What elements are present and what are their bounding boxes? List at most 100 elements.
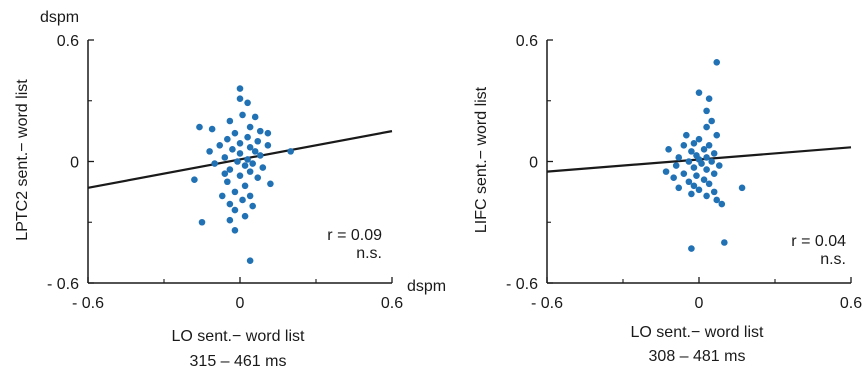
scatter-point xyxy=(259,164,267,171)
scatter-point xyxy=(208,125,216,133)
y-tick-label: - 0.6 xyxy=(47,276,79,293)
scatter-point xyxy=(246,168,254,175)
scatter-point xyxy=(683,131,690,139)
y-tick-label: 0.6 xyxy=(57,33,79,50)
significance-label: n.s. xyxy=(356,245,382,262)
scatter-point xyxy=(251,148,259,155)
scatter-point xyxy=(206,148,213,155)
time-window-subtitle: 308 – 481 ms xyxy=(649,348,746,365)
scatter-point xyxy=(690,164,698,171)
time-window-subtitle: 315 – 461 ms xyxy=(190,353,287,370)
scatter-point xyxy=(675,184,683,192)
scatter-point xyxy=(246,144,254,151)
scatter-point xyxy=(241,182,249,190)
scatter-point xyxy=(224,135,231,143)
y-tick-label: - 0.6 xyxy=(506,276,538,293)
scatter-point xyxy=(680,170,688,177)
scatter-point xyxy=(231,206,239,214)
scatter-point xyxy=(718,200,726,208)
scatter-point xyxy=(710,150,718,157)
y-unit-label: dspm xyxy=(40,9,79,26)
x-tick-label: 0.6 xyxy=(840,295,862,312)
correlation-label: r = 0.09 xyxy=(327,227,382,244)
scatter-point xyxy=(708,158,715,165)
scatter-point xyxy=(721,239,728,246)
scatter-panel-left: dspm dspm LPTC2 sent.− word list LO sent… xyxy=(14,9,446,370)
y-axis-label: LPTC2 sent.− word list xyxy=(14,79,31,241)
y-tick-label: 0 xyxy=(70,155,79,172)
scatter-point xyxy=(226,166,234,173)
scatter-point xyxy=(738,184,746,192)
scatter-point xyxy=(700,176,708,184)
scatter-point xyxy=(710,188,718,196)
y-tick-label: 0 xyxy=(529,155,538,172)
scatter-point xyxy=(703,192,710,200)
scatter-point xyxy=(254,137,262,145)
scatter-point xyxy=(700,146,708,153)
scatter-point xyxy=(688,190,695,198)
scatter-point xyxy=(675,154,683,161)
scatter-point xyxy=(672,162,680,169)
scatter-point xyxy=(221,170,229,177)
x-tick-label: - 0.6 xyxy=(72,295,104,312)
scatter-point xyxy=(680,142,688,149)
scatter-point xyxy=(246,123,254,131)
scatter-point xyxy=(236,139,244,147)
scatter-point xyxy=(244,156,251,163)
scatter-point xyxy=(254,174,262,181)
scatter-point xyxy=(231,129,239,137)
significance-label: n.s. xyxy=(820,251,846,268)
scatter-point xyxy=(249,202,256,210)
scatter-point xyxy=(695,186,703,194)
scatter-point xyxy=(211,160,218,167)
scatter-point xyxy=(708,117,715,125)
scatter-point xyxy=(226,216,234,224)
scatter-point xyxy=(224,178,231,186)
scatter-point xyxy=(239,196,246,204)
scatter-point xyxy=(231,227,239,234)
scatter-point xyxy=(703,154,710,161)
scatter-point xyxy=(715,162,723,169)
scatter-point xyxy=(231,188,239,196)
scatter-point xyxy=(670,174,677,181)
scatter-point xyxy=(685,158,693,165)
scatter-point xyxy=(695,89,703,96)
scatter-point xyxy=(698,160,705,167)
scatter-point xyxy=(688,148,695,155)
scatter-point xyxy=(713,196,721,204)
scatter-point xyxy=(236,95,244,103)
scatter-point xyxy=(713,131,721,139)
y-axis-label: LIFC sent.− word list xyxy=(473,86,490,233)
scatter-point xyxy=(241,162,249,169)
scatter-point xyxy=(690,139,698,147)
scatter-point xyxy=(703,166,710,173)
scatter-point xyxy=(241,212,249,220)
scatter-point xyxy=(249,160,256,167)
scatter-point xyxy=(693,172,700,179)
scatter-point xyxy=(705,142,713,149)
scatter-point xyxy=(239,111,246,119)
scatter-point xyxy=(685,178,693,186)
scatter-point xyxy=(198,218,206,226)
x-tick-label: 0 xyxy=(236,295,245,312)
scatter-point xyxy=(695,135,703,143)
scatter-point xyxy=(662,168,670,175)
x-axis-label: LO sent.− word list xyxy=(172,328,306,345)
scatter-point xyxy=(246,257,254,265)
scatter-point xyxy=(246,192,254,200)
x-axis-label: LO sent.− word list xyxy=(631,324,765,341)
scatter-point xyxy=(256,127,264,135)
scatter-point xyxy=(287,148,294,155)
scatter-point xyxy=(221,154,229,161)
x-tick-label: - 0.6 xyxy=(531,295,563,312)
scatter-point xyxy=(236,85,244,92)
scatter-point xyxy=(218,192,226,200)
scatter-point xyxy=(256,152,264,159)
scatter-panel-right: LIFC sent.− word list LO sent.− word lis… xyxy=(473,33,862,365)
scatter-point xyxy=(191,176,198,184)
scatter-point xyxy=(705,180,713,188)
scatter-point xyxy=(703,107,710,115)
scatter-point xyxy=(267,180,274,188)
scatter-point xyxy=(690,182,698,190)
